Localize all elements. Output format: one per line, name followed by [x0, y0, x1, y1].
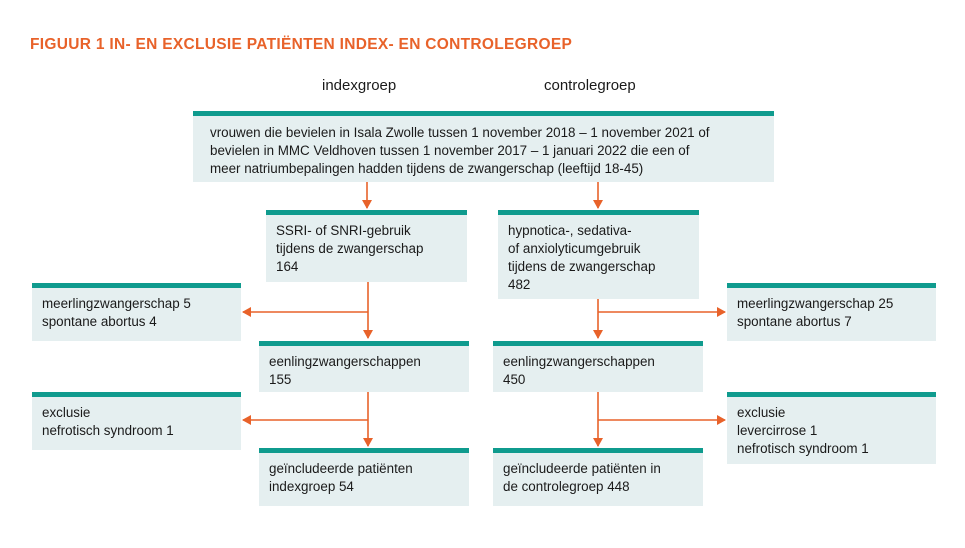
box-line: nefrotisch syndroom 1	[737, 441, 869, 456]
box-control-exclusion-cirrhosis-nephrotic: exclusie levercirrose 1 nefrotisch syndr…	[727, 392, 936, 464]
box-line: hypnotica-, sedativa-	[508, 223, 632, 238]
box-index-exclusion-nephrotic: exclusie nefrotisch syndroom 1	[32, 392, 241, 450]
box-line: meer natriumbepalingen hadden tijdens de…	[210, 161, 644, 176]
box-line: 482	[508, 277, 531, 292]
box-index-medication-use: SSRI- of SNRI-gebruik tijdens de zwanger…	[266, 210, 467, 282]
box-line: meerlingzwangerschap 5	[42, 296, 191, 311]
box-line: geïncludeerde patiënten in	[503, 461, 661, 476]
box-line: levercirrose 1	[737, 423, 818, 438]
box-source-population: vrouwen die bevielen in Isala Zwolle tus…	[193, 111, 774, 182]
box-line: 450	[503, 372, 526, 387]
box-control-singleton: eenlingzwangerschappen 450	[493, 341, 703, 392]
column-header-index: indexgroep	[322, 77, 397, 94]
box-line: geïncludeerde patiënten	[269, 461, 413, 476]
box-line: eenlingzwangerschappen	[503, 354, 655, 369]
box-line: bevielen in MMC Veldhoven tussen 1 novem…	[210, 143, 690, 158]
box-line: exclusie	[737, 405, 786, 420]
box-line: tijdens de zwangerschap	[276, 241, 424, 256]
box-line: 164	[276, 259, 299, 274]
box-control-medication-use: hypnotica-, sedativa- of anxiolyticumgeb…	[498, 210, 699, 299]
box-control-included: geïncludeerde patiënten in de controlegr…	[493, 448, 703, 506]
box-line: eenlingzwangerschappen	[269, 354, 421, 369]
box-line: nefrotisch syndroom 1	[42, 423, 174, 438]
box-index-exclusion-multiple-abortion: meerlingzwangerschap 5 spontane abortus …	[32, 283, 241, 341]
box-line: exclusie	[42, 405, 91, 420]
box-line: SSRI- of SNRI-gebruik	[276, 223, 411, 238]
column-header-control: controlegroep	[544, 77, 636, 94]
box-line: vrouwen die bevielen in Isala Zwolle tus…	[210, 125, 710, 140]
box-control-exclusion-multiple-abortion: meerlingzwangerschap 25 spontane abortus…	[727, 283, 936, 341]
box-line: 155	[269, 372, 292, 387]
box-line: de controlegroep 448	[503, 479, 630, 494]
box-index-singleton: eenlingzwangerschappen 155	[259, 341, 469, 392]
box-line: indexgroep 54	[269, 479, 354, 494]
figure-title: FIGUUR 1 IN- EN EXCLUSIE PATIËNTEN INDEX…	[30, 36, 573, 53]
box-line: tijdens de zwangerschap	[508, 259, 656, 274]
box-line: spontane abortus 4	[42, 314, 157, 329]
box-line: meerlingzwangerschap 25	[737, 296, 894, 311]
box-index-included: geïncludeerde patiënten indexgroep 54	[259, 448, 469, 506]
box-line: spontane abortus 7	[737, 314, 852, 329]
box-line: of anxiolyticumgebruik	[508, 241, 641, 256]
